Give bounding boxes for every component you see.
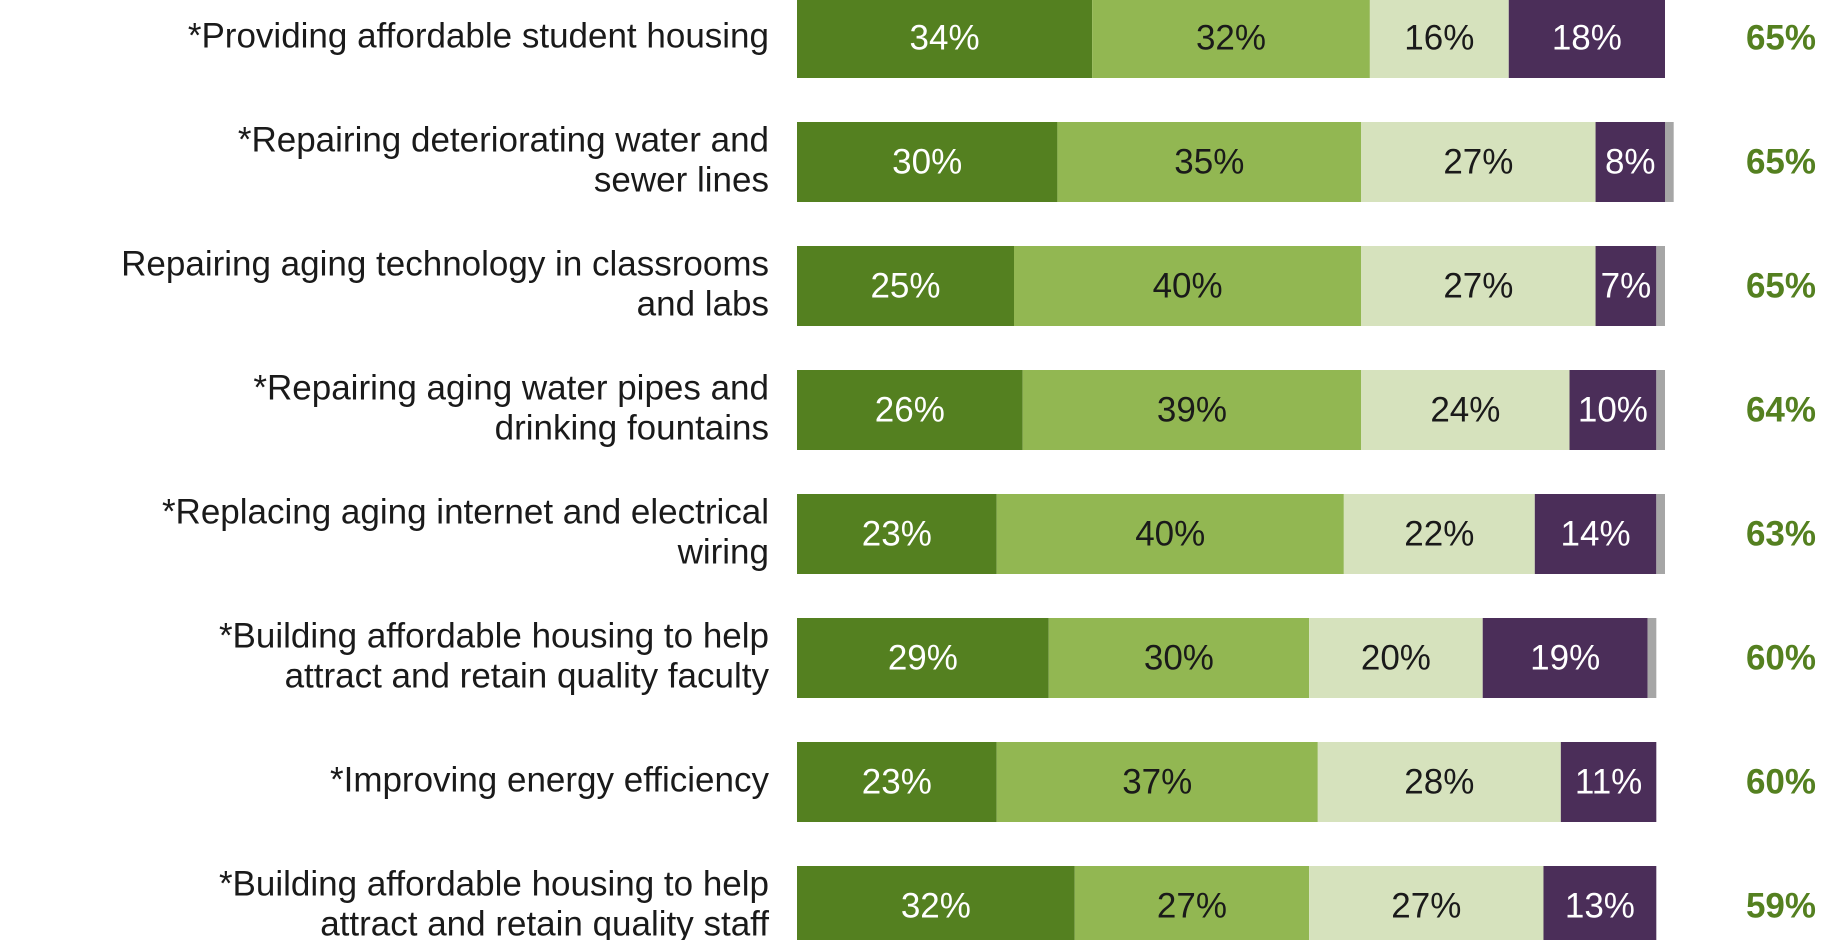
segment-label: 11% (1575, 762, 1642, 801)
bar-segment (1014, 246, 1362, 326)
bar-segment (1656, 370, 1665, 450)
bar-segment (1361, 246, 1596, 326)
category-label: attract and retain quality faculty (285, 656, 770, 695)
segment-label: 30% (1144, 638, 1214, 677)
segment-label: 20% (1361, 638, 1431, 677)
bar-segment (1665, 122, 1674, 202)
segment-label: 29% (888, 638, 958, 677)
segment-label: 14% (1561, 514, 1631, 553)
bar-segment (1543, 866, 1657, 940)
segment-label: 27% (1157, 886, 1227, 925)
category-label: *Building affordable housing to help (219, 864, 769, 903)
category-label: attract and retain quality staff (320, 904, 769, 940)
total-label: 65% (1746, 18, 1816, 57)
segment-label: 19% (1530, 638, 1600, 677)
segment-label: 40% (1135, 514, 1205, 553)
bar-segment (797, 618, 1049, 698)
bar-segment (1656, 494, 1665, 574)
category-label: wiring (677, 532, 769, 571)
bar-segment (1482, 618, 1648, 698)
segment-label: 13% (1565, 886, 1635, 925)
bar-segment (797, 494, 997, 574)
total-label: 60% (1746, 638, 1816, 677)
bar-segment (1057, 122, 1362, 202)
segment-label: 26% (875, 390, 945, 429)
segment-label: 23% (862, 762, 932, 801)
segment-label: 27% (1391, 886, 1461, 925)
segment-label: 30% (892, 142, 962, 181)
bar-segment (1361, 122, 1596, 202)
bar-segment (1569, 370, 1657, 450)
category-label: *Providing affordable student housing (188, 16, 769, 55)
bar-segment (1361, 370, 1570, 450)
total-label: 59% (1746, 886, 1816, 925)
bar-segment (797, 742, 997, 822)
segment-label: 27% (1443, 142, 1513, 181)
bar-segment (797, 0, 1093, 78)
bar-segment (797, 866, 1075, 940)
bar-segment (1092, 0, 1370, 78)
bar-segment (996, 742, 1318, 822)
segment-label: 28% (1404, 762, 1474, 801)
segment-label: 22% (1404, 514, 1474, 553)
bar-segment (1309, 618, 1483, 698)
segment-label: 32% (1196, 18, 1266, 57)
bar-segment (996, 494, 1344, 574)
category-label: *Building affordable housing to help (219, 616, 769, 655)
bar-segment (797, 370, 1023, 450)
category-label: *Replacing aging internet and electrical (162, 492, 769, 531)
total-label: 60% (1746, 762, 1816, 801)
bar-segment (1048, 618, 1310, 698)
bar-segment (1647, 618, 1657, 698)
bar-segment (1508, 0, 1665, 78)
segment-label: 39% (1157, 390, 1227, 429)
segment-label: 7% (1601, 266, 1652, 305)
bar-segment (1560, 742, 1657, 822)
category-label: Repairing aging technology in classrooms (121, 244, 769, 283)
bar-segment (1022, 370, 1362, 450)
segment-label: 34% (910, 18, 980, 57)
total-label: 63% (1746, 514, 1816, 553)
bar-segment (1595, 246, 1657, 326)
bar-segment (1595, 122, 1665, 202)
bar-segment (1309, 866, 1544, 940)
category-label: sewer lines (594, 160, 769, 199)
segment-label: 27% (1443, 266, 1513, 305)
segment-label: 23% (862, 514, 932, 553)
total-label: 65% (1746, 266, 1816, 305)
segment-label: 24% (1430, 390, 1500, 429)
segment-label: 25% (870, 266, 940, 305)
segment-label: 35% (1174, 142, 1244, 181)
category-label: *Repairing deteriorating water and (238, 120, 769, 159)
segment-label: 16% (1404, 18, 1474, 57)
bar-segment (797, 246, 1014, 326)
segment-label: 10% (1578, 390, 1648, 429)
category-label: *Repairing aging water pipes and (253, 368, 769, 407)
segment-label: 32% (901, 886, 971, 925)
category-label: *Improving energy efficiency (330, 760, 770, 799)
segment-label: 18% (1552, 18, 1622, 57)
bar-segment (1656, 246, 1665, 326)
category-label: drinking fountains (495, 408, 769, 447)
bar-segment (1369, 0, 1509, 78)
category-label: and labs (637, 284, 769, 323)
bar-segment (1074, 866, 1310, 940)
bar-segment (1317, 742, 1561, 822)
total-label: 65% (1746, 142, 1816, 181)
segment-label: 37% (1122, 762, 1192, 801)
total-label: 64% (1746, 390, 1816, 429)
bar-segment (1534, 494, 1657, 574)
segment-label: 8% (1605, 142, 1656, 181)
segment-label: 40% (1153, 266, 1223, 305)
bar-segment (797, 122, 1058, 202)
bar-segment (1343, 494, 1535, 574)
